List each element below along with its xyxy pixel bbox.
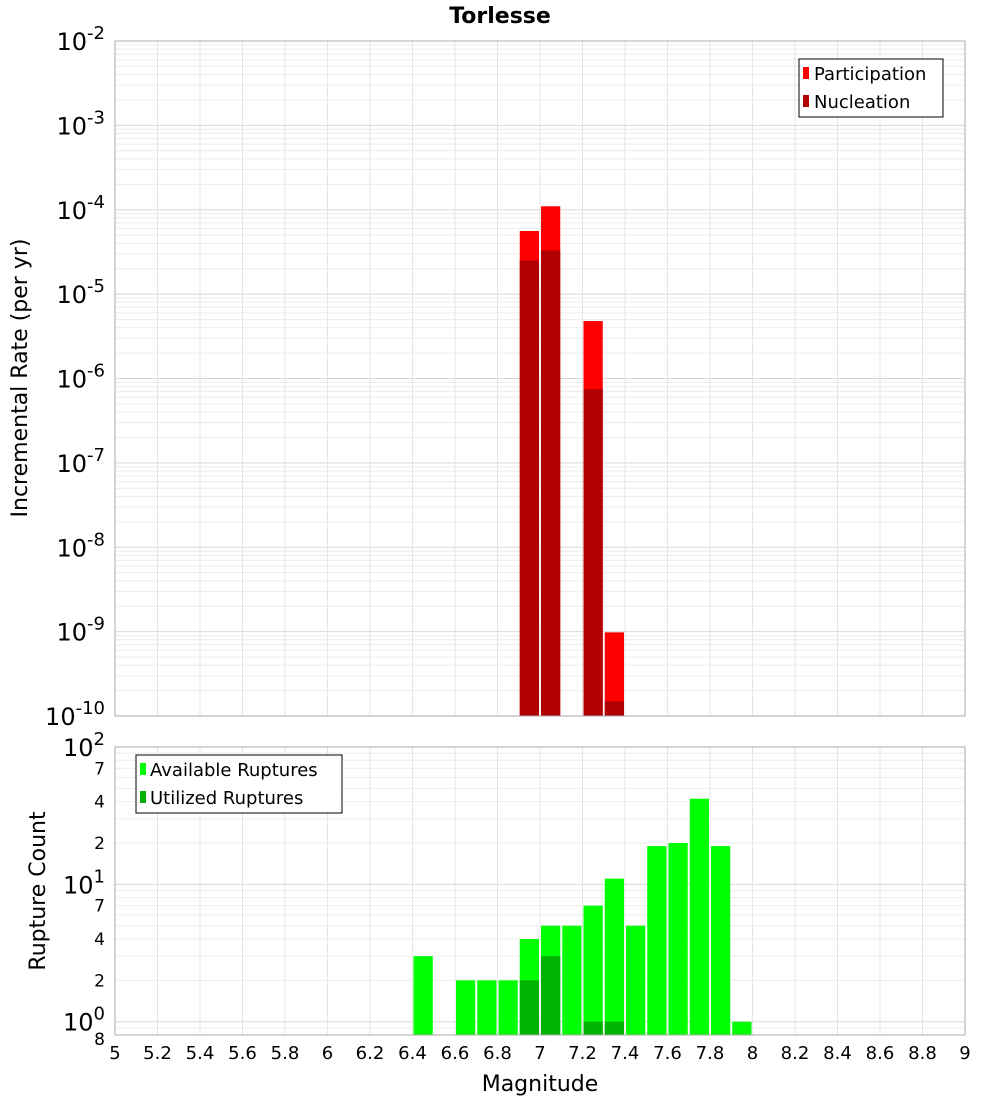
x-tick-label: 7.8 (696, 1043, 725, 1064)
x-tick-label: 9 (959, 1043, 970, 1064)
bottom-y-tick-label: 102 (63, 729, 105, 762)
top-y-tick-label: 10-2 (57, 23, 106, 56)
x-tick-label: 5.8 (271, 1043, 300, 1064)
x-tick-label: 7 (534, 1043, 545, 1064)
nucleation-bar (541, 250, 561, 717)
available-ruptures-bar (689, 798, 709, 1035)
chart-title: Torlesse (449, 4, 551, 29)
bottom-y-tick-label: 2 (94, 971, 105, 991)
available-ruptures-bar (562, 925, 582, 1035)
available-ruptures-bar (456, 980, 476, 1035)
x-tick-label: 6 (322, 1043, 333, 1064)
bottom-y-tick-label: 8 (94, 1030, 105, 1050)
legend-swatch-nucleation (803, 95, 809, 107)
x-tick-label: 5.6 (228, 1043, 257, 1064)
legend-swatch-utilized (140, 791, 146, 803)
available-ruptures-bar (413, 956, 433, 1035)
x-tick-label: 6.2 (356, 1043, 385, 1064)
top-y-tick-label: 10-8 (57, 529, 106, 562)
nucleation-bar (604, 701, 624, 716)
top-y-tick-label: 10-4 (57, 192, 106, 225)
top-y-tick-label: 10-7 (57, 445, 106, 478)
x-tick-label: 6.4 (398, 1043, 427, 1064)
top-y-tick-label: 10-10 (45, 698, 105, 731)
x-axis-label: Magnitude (482, 1072, 599, 1097)
legend-label-participation: Participation (814, 64, 926, 85)
x-tick-label: 7.4 (611, 1043, 640, 1064)
x-tick-label: 6.6 (441, 1043, 470, 1064)
top-plot-border (114, 40, 966, 717)
x-tick-label: 8.2 (781, 1043, 810, 1064)
available-ruptures-bar (604, 878, 624, 1035)
available-ruptures-bar (477, 980, 497, 1035)
x-tick-label: 5.2 (143, 1043, 172, 1064)
top-y-tick-label: 10-3 (57, 107, 106, 140)
x-tick-label: 8 (747, 1043, 758, 1064)
top-y-tick-label: 10-5 (57, 276, 106, 309)
x-tick-label: 8.4 (823, 1043, 852, 1064)
bottom-y-tick-label: 101 (63, 866, 105, 899)
nucleation-bar (519, 260, 539, 716)
legend-label-utilized: Utilized Ruptures (150, 788, 303, 809)
top-legend-box (798, 58, 944, 118)
utilized-ruptures-bar (541, 956, 561, 1035)
x-ticks: 5 5.2 5.4 5.6 5.8 6 6.2 6.4 6.6 6.8 7 7.2 7.4 7.6 7.8 8… (109, 1043, 970, 1064)
bottom-legend-box (135, 754, 343, 814)
available-ruptures-bar (626, 925, 646, 1035)
bottom-y-tick-label: 4 (94, 793, 105, 813)
top-y-tick-label: 10-9 (57, 614, 106, 647)
available-ruptures-bar (583, 905, 603, 1035)
utilized-ruptures-bar (604, 1021, 624, 1035)
available-ruptures-bar (711, 846, 731, 1035)
utilized-ruptures-bar (583, 1021, 603, 1035)
legend-swatch-participation (803, 67, 809, 79)
top-legend: Participation Nucleation (798, 58, 944, 118)
legend-label-available: Available Ruptures (150, 760, 318, 781)
bottom-y-tick-label: 7 (94, 897, 105, 917)
available-ruptures-bar (498, 980, 518, 1035)
bottom-y-tick-label: 7 (94, 759, 105, 779)
available-ruptures-bar (668, 843, 688, 1035)
x-tick-label: 7.2 (568, 1043, 597, 1064)
x-tick-label: 6.8 (483, 1043, 512, 1064)
bottom-y-axis-label: Rupture Count (26, 811, 51, 971)
bottom-bars (413, 798, 752, 1035)
available-ruptures-bar (732, 1021, 752, 1035)
participation-bar (604, 632, 624, 716)
top-y-ticks: 10-2 10-3 10-4 10-5 10-6 10-7 10-8 10-9 10-10 (45, 23, 105, 731)
bottom-legend: Available Ruptures Utilized Ruptures (135, 754, 343, 814)
legend-swatch-available (140, 763, 146, 775)
bottom-y-tick-label: 100 (63, 1004, 105, 1037)
nucleation-bar (583, 389, 603, 716)
top-y-axis-label: Incremental Rate (per yr) (8, 239, 33, 518)
top-bars (519, 206, 624, 717)
bottom-y-tick-label: 2 (94, 834, 105, 854)
x-tick-label: 5 (109, 1043, 120, 1064)
utilized-ruptures-bar (519, 980, 539, 1035)
bottom-y-tick-label: 4 (94, 930, 105, 950)
legend-label-nucleation: Nucleation (814, 92, 910, 113)
bottom-plot-border (114, 746, 966, 1036)
x-tick-label: 5.4 (186, 1043, 215, 1064)
top-grid (114, 41, 966, 717)
top-y-tick-label: 10-6 (57, 361, 106, 394)
x-tick-label: 8.6 (866, 1043, 895, 1064)
x-tick-label: 8.8 (908, 1043, 937, 1064)
x-tick-label: 7.6 (653, 1043, 682, 1064)
available-ruptures-bar (647, 846, 667, 1035)
